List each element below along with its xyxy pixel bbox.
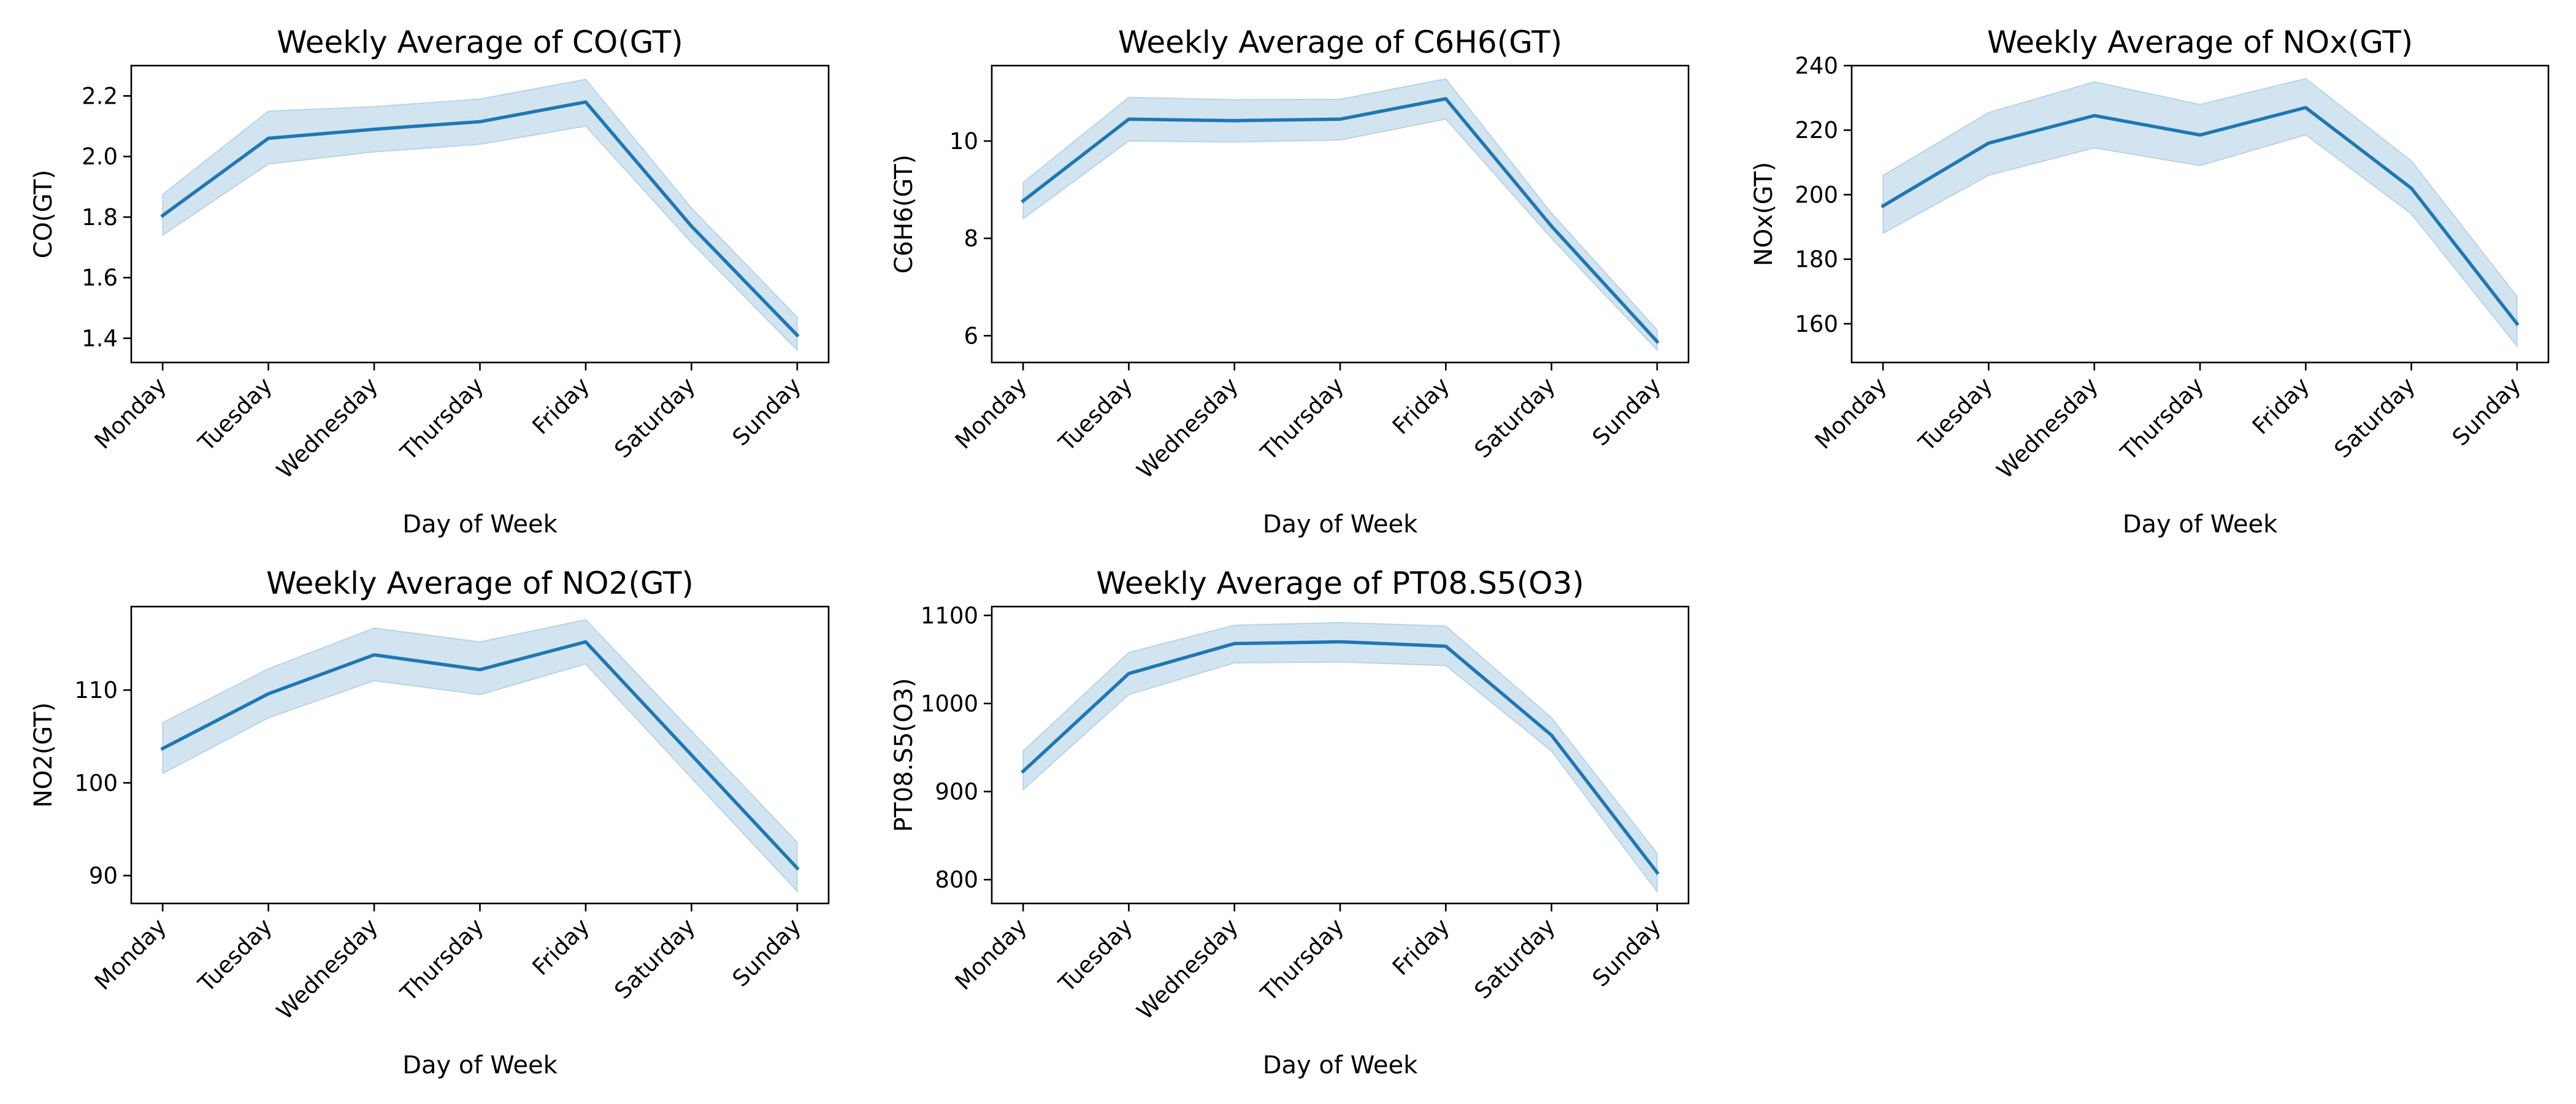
data-point-wednesday [1233, 119, 1236, 123]
data-point-monday [161, 746, 164, 750]
data-point-saturday [2410, 186, 2413, 190]
y-tick-label: 90 [89, 863, 118, 889]
x-axis-label: Day of Week [1263, 510, 1418, 539]
x-axis-label: Day of Week [1263, 1051, 1418, 1079]
data-point-thursday [478, 120, 482, 123]
y-tick-label: 8 [964, 226, 978, 252]
data-point-wednesday [372, 128, 376, 131]
data-point-tuesday [1127, 672, 1130, 675]
y-tick-label: 220 [1795, 117, 1838, 144]
data-point-wednesday [372, 653, 376, 657]
chart-title: Weekly Average of NOx(GT) [1987, 25, 2413, 60]
data-point-wednesday [2093, 114, 2096, 118]
data-point-tuesday [267, 137, 270, 140]
chart-title: Weekly Average of PT08.S5(O3) [1096, 565, 1584, 601]
data-point-monday [1021, 199, 1025, 203]
data-point-sunday [1655, 340, 1659, 343]
data-point-tuesday [1987, 141, 1990, 145]
y-tick-label: 2.2 [82, 83, 118, 109]
y-tick-label: 160 [1795, 311, 1838, 337]
data-point-wednesday [1233, 642, 1236, 645]
data-point-thursday [1338, 640, 1342, 643]
data-point-tuesday [1127, 117, 1130, 121]
data-point-friday [1444, 97, 1447, 101]
data-point-sunday [1655, 871, 1659, 875]
data-point-saturday [689, 753, 693, 757]
data-point-saturday [689, 224, 693, 228]
y-axis-label: CO(GT) [29, 170, 58, 259]
data-point-thursday [1338, 117, 1342, 121]
series-line [1021, 97, 1660, 344]
x-axis-label: Day of Week [402, 1051, 558, 1079]
series-line [1880, 105, 2520, 326]
y-tick-label: 2.0 [82, 144, 118, 170]
data-point-thursday [478, 668, 482, 672]
y-tick-label: 180 [1795, 247, 1838, 273]
y-axis-label: C6H6(GT) [890, 155, 918, 274]
y-axis-label: NOx(GT) [1750, 162, 1778, 266]
y-tick-label: 1.6 [82, 265, 118, 291]
y-tick-label: 110 [74, 677, 118, 703]
y-tick-label: 100 [74, 770, 118, 796]
data-point-thursday [2198, 133, 2202, 137]
y-tick-label: 10 [949, 128, 978, 155]
x-axis-label: Day of Week [402, 510, 558, 539]
series-line [160, 100, 800, 338]
data-point-friday [2304, 105, 2307, 109]
y-tick-label: 800 [935, 867, 978, 893]
y-tick-label: 900 [935, 779, 978, 805]
confidence-band [162, 79, 798, 352]
y-axis-label: NO2(GT) [29, 702, 58, 808]
chart-title: Weekly Average of C6H6(GT) [1118, 25, 1562, 60]
x-axis-label: Day of Week [2123, 510, 2278, 539]
data-point-friday [584, 640, 588, 644]
data-point-sunday [2515, 322, 2519, 326]
y-tick-label: 240 [1795, 53, 1838, 79]
data-point-saturday [1550, 224, 1554, 228]
y-tick-label: 1.4 [82, 325, 118, 351]
data-point-friday [1444, 645, 1447, 648]
confidence-band [1882, 77, 2518, 348]
data-point-monday [1021, 770, 1025, 773]
chart-title: Weekly Average of NO2(GT) [266, 565, 694, 601]
chart-title: Weekly Average of CO(GT) [277, 25, 683, 60]
confidence-band [162, 619, 798, 893]
series-line [1021, 640, 1660, 875]
y-tick-label: 1100 [921, 602, 978, 629]
data-point-friday [584, 100, 588, 104]
data-point-sunday [795, 334, 799, 337]
data-point-tuesday [267, 692, 270, 696]
confidence-band [1022, 78, 1658, 352]
series-line [160, 640, 800, 871]
y-tick-label: 1.8 [82, 204, 118, 231]
data-point-monday [1881, 204, 1885, 208]
data-point-sunday [795, 867, 799, 870]
y-axis-label: PT08.S5(O3) [890, 678, 918, 832]
y-tick-label: 1000 [921, 691, 978, 717]
data-point-saturday [1550, 734, 1554, 737]
data-point-monday [161, 214, 164, 218]
y-tick-label: 6 [964, 323, 978, 349]
y-tick-label: 200 [1795, 182, 1838, 208]
